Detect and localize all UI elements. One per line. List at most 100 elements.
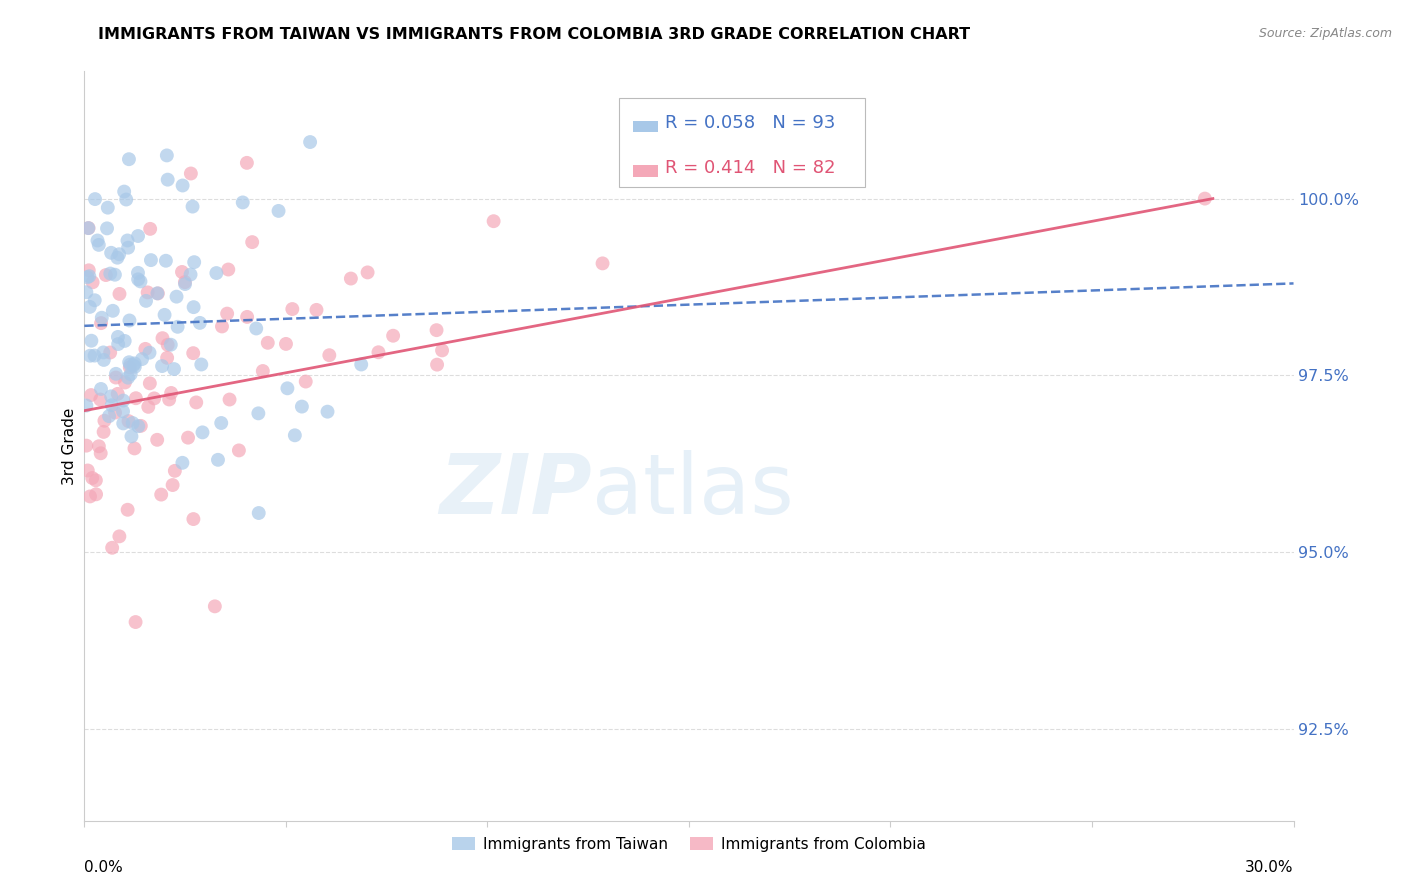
Point — [245, 321, 267, 335]
Point — [90, 382, 112, 396]
Point — [90, 310, 112, 325]
Point — [104, 367, 127, 381]
Point — [177, 431, 200, 445]
Point — [294, 375, 316, 389]
Point — [180, 167, 202, 181]
Point — [87, 439, 110, 453]
Point — [247, 406, 270, 420]
Point — [89, 392, 111, 407]
Point — [150, 359, 173, 373]
Point — [117, 234, 139, 248]
Point — [174, 277, 197, 291]
Point — [114, 334, 136, 348]
Point — [183, 255, 205, 269]
Point — [100, 245, 122, 260]
Text: 0.0%: 0.0% — [84, 860, 124, 874]
Point — [127, 272, 149, 286]
Point — [111, 404, 134, 418]
Point — [350, 358, 373, 372]
Point — [146, 286, 169, 301]
Point — [117, 502, 139, 516]
Point — [97, 201, 120, 215]
Text: Source: ZipAtlas.com: Source: ZipAtlas.com — [1258, 27, 1392, 40]
Point — [118, 152, 141, 166]
Point — [163, 464, 186, 478]
Point — [218, 392, 240, 407]
Point — [163, 362, 186, 376]
Point — [157, 392, 180, 407]
Point — [156, 351, 179, 365]
Point — [281, 301, 304, 316]
Point — [108, 286, 131, 301]
Point — [143, 392, 166, 406]
Point — [118, 360, 141, 375]
Point — [153, 308, 176, 322]
Point — [76, 463, 98, 477]
Point — [117, 414, 139, 428]
Point — [247, 506, 270, 520]
Point — [124, 442, 146, 456]
Point — [207, 452, 229, 467]
Point — [124, 359, 146, 374]
Point — [80, 388, 103, 402]
Point — [172, 456, 194, 470]
Point — [159, 337, 181, 351]
Point — [75, 399, 97, 413]
Point — [426, 358, 449, 372]
Point — [120, 368, 142, 382]
Point — [135, 293, 157, 308]
Point — [125, 391, 148, 405]
Point — [236, 310, 259, 324]
Point — [166, 319, 188, 334]
Point — [79, 490, 101, 504]
Y-axis label: 3rd Grade: 3rd Grade — [62, 408, 77, 484]
Point — [93, 414, 115, 428]
Point — [139, 222, 162, 236]
Point — [204, 599, 226, 614]
Point — [284, 428, 307, 442]
Point — [75, 439, 97, 453]
Point — [98, 345, 121, 359]
Point — [82, 471, 104, 485]
Point — [156, 338, 179, 352]
Point — [93, 353, 115, 368]
Point — [138, 345, 160, 359]
Point — [367, 345, 389, 359]
Point — [1194, 192, 1216, 206]
Point — [482, 214, 505, 228]
Point — [93, 425, 115, 439]
Point — [79, 300, 101, 314]
Point — [90, 446, 112, 460]
Point — [84, 487, 107, 501]
Point — [117, 370, 139, 384]
Point — [232, 195, 254, 210]
Point — [104, 268, 127, 282]
Point — [191, 425, 214, 440]
Point — [112, 185, 135, 199]
Point — [84, 473, 107, 487]
Point — [267, 203, 290, 218]
Point — [114, 376, 136, 390]
Point — [104, 406, 127, 420]
Point — [131, 352, 153, 367]
Point — [124, 615, 146, 629]
Point — [174, 275, 197, 289]
Point — [127, 419, 149, 434]
Point — [79, 269, 101, 284]
Point — [181, 200, 204, 214]
Point — [83, 293, 105, 308]
Point — [118, 355, 141, 369]
Point — [124, 356, 146, 370]
Point — [118, 313, 141, 327]
Point — [146, 433, 169, 447]
Point — [430, 343, 453, 358]
Point — [156, 148, 179, 162]
Point — [718, 160, 741, 174]
Point — [183, 512, 205, 526]
Point — [75, 285, 97, 300]
Point — [316, 405, 339, 419]
Point — [122, 359, 145, 373]
Point — [127, 266, 149, 280]
Point — [162, 478, 184, 492]
Point — [101, 303, 124, 318]
